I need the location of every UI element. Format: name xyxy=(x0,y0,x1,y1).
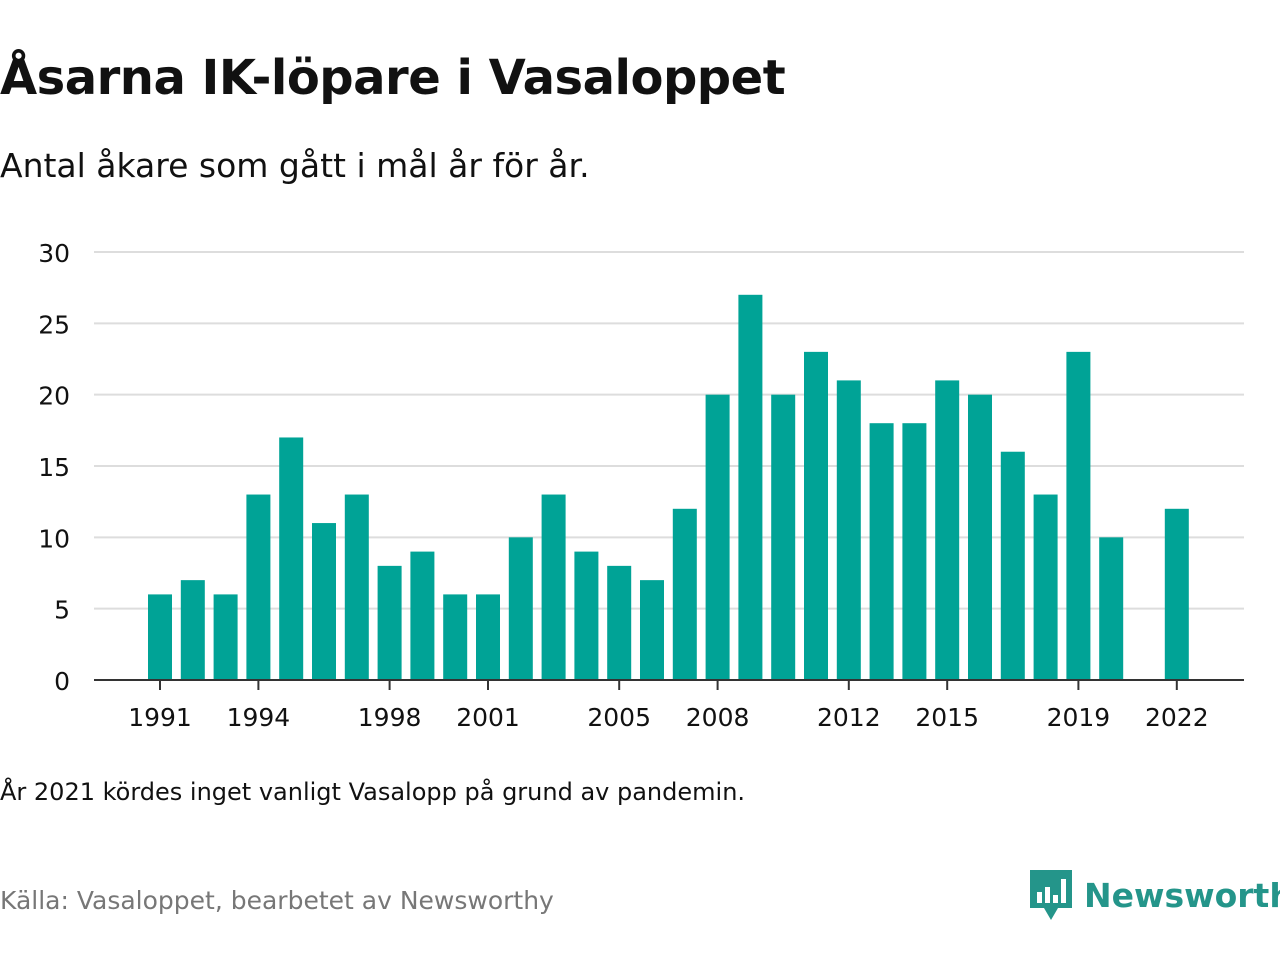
bar xyxy=(738,294,763,680)
chart-title: Åsarna IK-löpare i Vasaloppet xyxy=(0,50,786,106)
x-tick-label: 2005 xyxy=(587,703,651,732)
brand-name: Newsworthy xyxy=(1084,875,1280,915)
bar xyxy=(410,551,435,680)
bar xyxy=(705,394,730,680)
bar xyxy=(279,437,304,680)
bar xyxy=(246,494,271,680)
y-tick-label: 0 xyxy=(54,667,70,696)
y-tick-label: 15 xyxy=(38,453,70,482)
bar xyxy=(213,594,238,680)
y-tick-label: 10 xyxy=(38,524,70,553)
bar xyxy=(869,423,894,680)
newsworthy-brand: Newsworthy xyxy=(1030,870,1280,920)
chart-subtitle: Antal åkare som gått i mål år för år. xyxy=(0,146,590,185)
bar xyxy=(902,423,927,680)
bar xyxy=(1066,351,1091,680)
bar xyxy=(443,594,468,680)
chart-note: År 2021 kördes inget vanligt Vasalopp på… xyxy=(0,778,746,806)
x-tick-label: 1998 xyxy=(358,703,422,732)
bar xyxy=(1000,451,1025,680)
y-tick-label: 5 xyxy=(54,596,70,625)
bar xyxy=(836,380,861,680)
bar xyxy=(607,565,632,680)
bar xyxy=(804,351,828,680)
bar xyxy=(968,394,992,680)
bar xyxy=(508,537,533,680)
bar xyxy=(312,523,336,680)
source-credit: Källa: Vasaloppet, bearbetet av Newswort… xyxy=(0,886,554,915)
newsworthy-logo-icon xyxy=(1030,870,1072,920)
bar xyxy=(148,594,172,680)
x-tick-label: 2019 xyxy=(1047,703,1111,732)
x-tick-label: 2001 xyxy=(456,703,520,732)
x-tick-label: 2012 xyxy=(817,703,881,732)
x-tick-label: 1991 xyxy=(128,703,192,732)
bar xyxy=(672,508,697,680)
bar xyxy=(377,565,402,680)
bar xyxy=(476,594,500,680)
y-tick-label: 30 xyxy=(38,239,70,268)
bar xyxy=(1099,537,1124,680)
bar-chart: 0 5 10 15 20 25 30 1991 1994 1998 2001 2005 2008 2012… xyxy=(38,239,1244,732)
bar xyxy=(640,580,664,680)
bar xyxy=(574,551,599,680)
bar xyxy=(771,394,796,680)
bar xyxy=(935,380,960,680)
x-tick-label: 2008 xyxy=(686,703,750,732)
bar xyxy=(541,494,566,680)
bar xyxy=(1164,508,1189,680)
x-tick-label: 2015 xyxy=(915,703,979,732)
bar xyxy=(180,580,205,680)
x-tick-label: 1994 xyxy=(227,703,291,732)
bar xyxy=(344,494,369,680)
y-tick-label: 25 xyxy=(38,310,70,339)
y-tick-label: 20 xyxy=(38,382,70,411)
bar xyxy=(1033,494,1058,680)
x-tick-label: 2022 xyxy=(1145,703,1209,732)
